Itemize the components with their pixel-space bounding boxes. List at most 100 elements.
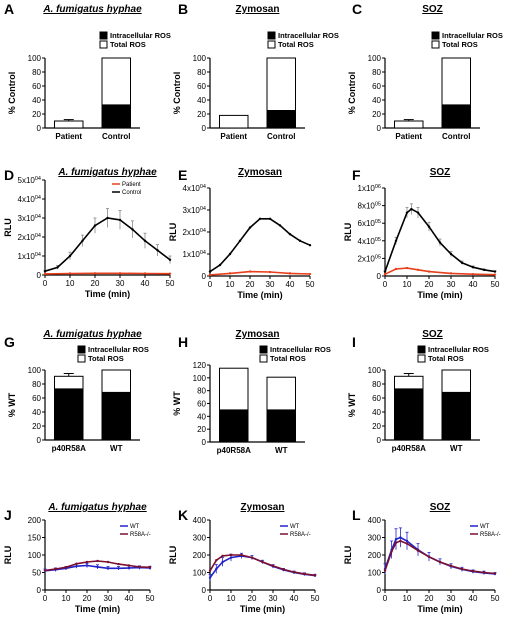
legend-label: Total ROS (270, 354, 306, 363)
y-tick-label: 20 (197, 110, 206, 119)
y-tick-label: 300 (368, 534, 382, 543)
x-tick-label: 0 (383, 280, 388, 289)
x-tick-label: p40R58A (52, 444, 86, 453)
x-tick-label: 20 (425, 594, 434, 603)
bar-intracellular (219, 409, 249, 443)
bar-intracellular (266, 110, 296, 129)
bar-total (54, 120, 84, 129)
y-tick-label: 40 (32, 408, 41, 417)
data-point (394, 538, 398, 541)
y-tick-label: 80 (372, 68, 381, 77)
panel-title: SOZ (430, 502, 451, 513)
panel-letter: E (178, 167, 187, 183)
x-tick-label: 40 (286, 280, 295, 289)
data-point (493, 572, 497, 575)
x-tick-label: 0 (208, 594, 213, 603)
data-point (278, 224, 282, 227)
x-tick-label: Control (442, 132, 470, 141)
data-point (449, 564, 453, 568)
y-tick-label: 40 (197, 96, 206, 105)
panel-D: D A. fumigatus hyphae 0 1x1004 2x1004 3x1004 4… (3, 167, 175, 299)
legend-swatch-intracellular (259, 345, 268, 354)
y-tick-label: 100 (193, 374, 207, 383)
y-tick-label: 0 (377, 124, 382, 133)
bar-intracellular (441, 391, 471, 441)
series-line (44, 272, 171, 275)
panel-title: Zymosan (241, 502, 285, 513)
y-tick-label: 80 (197, 68, 206, 77)
data-point (229, 556, 233, 559)
y-tick-label: 40 (197, 412, 206, 421)
y-tick-label: 6x1005 (358, 219, 381, 228)
data-point (482, 268, 486, 272)
legend-swatch-intracellular (77, 345, 86, 354)
y-tick-label: 400 (193, 516, 207, 525)
data-point (168, 272, 172, 275)
x-tick-label: 50 (166, 279, 175, 288)
data-point (460, 567, 464, 571)
legend-label: Intracellular ROS (88, 345, 149, 354)
data-point (215, 567, 218, 571)
data-point (261, 560, 264, 564)
x-tick-label: 40 (469, 280, 478, 289)
legend-label: Total ROS (278, 40, 314, 49)
series-line (209, 270, 311, 276)
data-point (208, 270, 212, 273)
x-tick-label: WT (275, 446, 288, 455)
panel-title: SOZ (422, 329, 443, 340)
data-point (383, 569, 387, 572)
legend-label: Intracellular ROS (270, 345, 331, 354)
panel-F: F SOZ 0 2x1005 4x1005 6x1005 8x1005 1x1006 0 10 20… (343, 167, 500, 300)
legend-label: Patient (122, 182, 141, 188)
data-point (449, 252, 453, 256)
y-axis-label: % WT (172, 391, 182, 416)
data-point (228, 272, 232, 275)
legend-label: WT (480, 524, 490, 530)
data-point (288, 272, 292, 275)
y-tick-label: 40 (32, 96, 41, 105)
legend-label: Total ROS (428, 354, 464, 363)
legend-swatch-total (99, 40, 108, 49)
legend-label: WT (290, 524, 300, 530)
data-point (427, 225, 431, 228)
y-tick-label: 0 (202, 586, 207, 595)
data-point (240, 553, 243, 557)
x-axis-label: Time (min) (417, 604, 462, 614)
data-point (383, 270, 387, 273)
panel-letter: H (178, 334, 188, 350)
data-point (85, 564, 89, 567)
data-point (143, 272, 147, 275)
y-tick-label: 80 (197, 387, 206, 396)
data-point (405, 211, 409, 214)
y-tick-label: 20 (372, 422, 381, 431)
x-tick-label: 0 (208, 280, 213, 289)
y-tick-label: 0 (377, 272, 382, 281)
data-point (85, 560, 89, 564)
data-point (208, 569, 212, 572)
x-tick-label: 50 (491, 280, 500, 289)
y-tick-label: 20 (372, 110, 381, 119)
x-tick-label: WT (110, 444, 123, 453)
legend-swatch-intracellular (431, 31, 440, 40)
data-point (298, 239, 302, 242)
series-control (43, 208, 172, 273)
y-axis-label: RLU (3, 218, 13, 237)
y-tick-label: 300 (193, 534, 207, 543)
y-tick-label: 0 (377, 586, 382, 595)
x-tick-label: Control (267, 132, 295, 141)
data-point (228, 252, 232, 256)
x-tick-label: p40R58A (217, 446, 251, 455)
data-point (303, 572, 306, 576)
data-point (81, 239, 84, 242)
data-point (258, 217, 262, 220)
x-axis-label: Time (min) (75, 604, 120, 614)
y-tick-label: 40 (372, 96, 381, 105)
data-point (460, 261, 464, 264)
x-tick-label: 50 (146, 594, 155, 603)
y-tick-label: 60 (372, 82, 381, 91)
data-point (250, 556, 254, 559)
data-point (416, 211, 420, 214)
x-tick-label: 40 (125, 594, 134, 603)
legend-swatch-total (267, 40, 276, 49)
